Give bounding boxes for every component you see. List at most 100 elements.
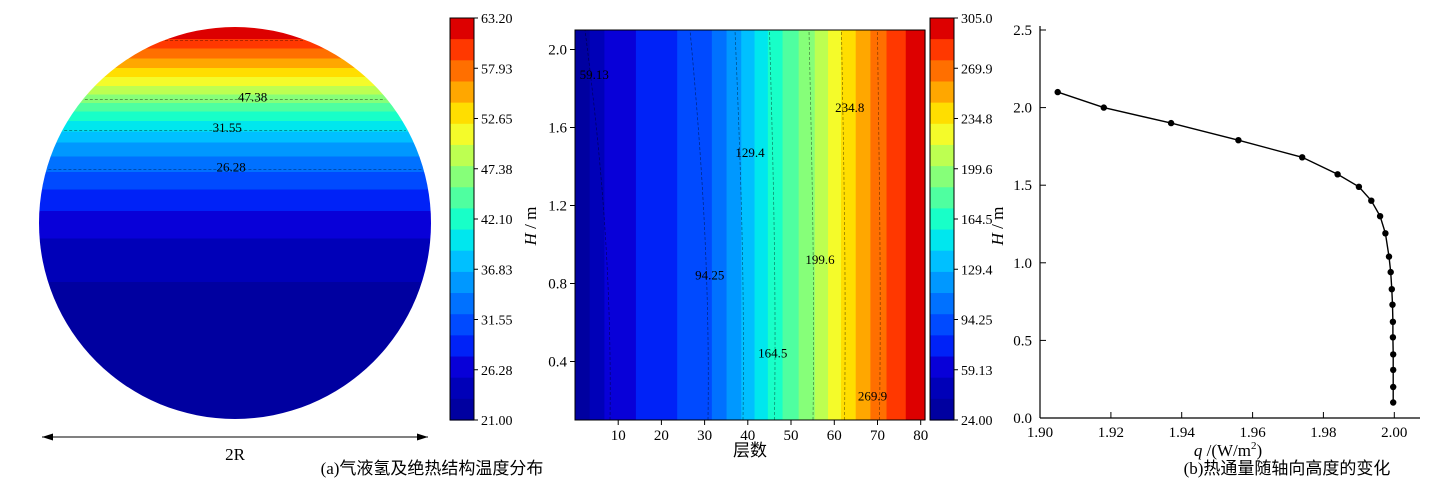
contour-label: 199.6 xyxy=(805,252,835,267)
contour-band xyxy=(886,30,907,420)
colorbar-band xyxy=(450,187,474,210)
panel-c-y-axis-label: H / m xyxy=(988,207,1007,247)
colorbar-tick-label: 63.20 xyxy=(481,12,513,27)
y-tick-label: 0.5 xyxy=(1013,333,1032,349)
contour-band xyxy=(711,30,728,420)
colorbar-tick-label: 24.00 xyxy=(961,414,993,429)
data-point xyxy=(1355,183,1363,190)
contour-label: 129.4 xyxy=(735,145,765,160)
colorbar-band xyxy=(930,39,954,61)
data-point xyxy=(1390,366,1397,374)
colorbar-tick-label: 47.38 xyxy=(481,163,513,178)
colorbar-band xyxy=(450,356,474,379)
data-point xyxy=(1299,154,1306,161)
contour-label: 164.5 xyxy=(758,346,787,361)
colorbar-tick-label: 305.0 xyxy=(961,12,993,27)
contour-band xyxy=(726,30,742,420)
x-axis-unit: /(W/m xyxy=(1202,441,1251,460)
data-point xyxy=(1334,171,1341,178)
colorbar-band xyxy=(930,314,954,336)
colorbar-band xyxy=(930,144,954,167)
colorbar-tick-label: 31.55 xyxy=(481,314,513,329)
diameter-annotation: 2R xyxy=(42,433,428,464)
contour-label: 26.28 xyxy=(216,159,245,174)
x-tick-label: 2.00 xyxy=(1381,425,1407,441)
contour-band xyxy=(870,30,888,420)
caption-a: (a)气液氢及绝热结构温度分布 xyxy=(321,459,544,478)
colorbar-b: 305.0 269.9 234.8 199.6 164.5 129.4 94.25 59.13… xyxy=(929,12,993,429)
contour-line xyxy=(808,29,814,421)
colorbar-band xyxy=(930,377,954,400)
colorbar-band xyxy=(930,229,954,252)
colorbar-band xyxy=(450,335,474,358)
x-tick-label: 1.92 xyxy=(1098,425,1124,441)
contour-band xyxy=(767,30,784,420)
colorbar-band xyxy=(930,293,954,315)
y-tick-label: 2.0 xyxy=(1013,101,1032,117)
contour-line xyxy=(841,29,846,421)
contour-label: 31.55 xyxy=(213,120,242,135)
contour-line xyxy=(584,29,611,421)
colorbar-band xyxy=(450,60,474,83)
colorbar-band xyxy=(450,208,474,231)
colorbar-band xyxy=(930,271,954,294)
y-axis-unit: / m xyxy=(988,207,1007,233)
contour-band xyxy=(741,30,756,420)
colorbar-band xyxy=(450,18,474,40)
contour-label: 47.38 xyxy=(238,90,267,105)
y-tick-label: 2.5 xyxy=(1013,23,1032,39)
panel-b-y-axis-label: H / m xyxy=(521,207,540,247)
y-tick-label: 0.4 xyxy=(548,355,567,371)
x-tick-label: 1.94 xyxy=(1169,425,1196,441)
x-axis-unit-superscript: 2 xyxy=(1251,440,1257,452)
contour-band xyxy=(754,30,769,420)
y-axis-variable: H xyxy=(521,231,540,246)
x-axis-unit-close: ) xyxy=(1256,441,1262,460)
panel-c-x-axis-label: q /(W/m2) xyxy=(1194,440,1262,460)
data-point xyxy=(1054,88,1061,96)
contour-band xyxy=(604,30,637,420)
contour-band xyxy=(798,30,816,420)
colorbar-band xyxy=(930,81,954,104)
data-point xyxy=(1385,253,1393,260)
contour-band xyxy=(677,30,713,420)
colorbar-band xyxy=(450,398,474,421)
y-tick-label: 1.0 xyxy=(1013,256,1032,272)
colorbar-a: 63.20 57.93 52.65 47.38 42.10 36.83 31.55 26.28… xyxy=(449,12,513,429)
contour-band xyxy=(828,30,842,420)
colorbar-tick-label: 59.13 xyxy=(961,364,993,379)
colorbar-band xyxy=(930,398,954,421)
arrowhead-right-icon xyxy=(417,433,428,441)
x-tick-label: 1.98 xyxy=(1310,425,1336,441)
data-point xyxy=(1388,286,1396,293)
data-point xyxy=(1389,318,1397,325)
arrowhead-left-icon xyxy=(42,433,53,441)
data-point xyxy=(1387,268,1394,276)
data-point xyxy=(1390,351,1397,358)
contour-band xyxy=(841,30,857,420)
panel-c-heat-flux-plot: 1.90 1.92 1.94 1.96 1.98 2.00 0.0 0.5 1.0 1.5 2.0 2… xyxy=(1013,23,1420,441)
contour-label: 269.9 xyxy=(858,389,887,404)
y-tick-label: 0.0 xyxy=(1013,411,1032,427)
x-tick-label: 70 xyxy=(870,428,885,444)
colorbar-band xyxy=(450,377,474,400)
colorbar-band xyxy=(450,102,474,125)
y-tick-label: 0.8 xyxy=(548,277,567,293)
data-point xyxy=(1376,213,1384,220)
colorbar-band xyxy=(930,208,954,231)
data-point xyxy=(1368,197,1375,204)
plot-frame xyxy=(574,29,926,421)
data-point xyxy=(1389,301,1396,308)
colorbar-band xyxy=(930,102,954,125)
colorbar-band xyxy=(930,187,954,210)
x-tick-label: 80 xyxy=(913,428,928,444)
series-line xyxy=(1057,91,1394,403)
contour-line xyxy=(769,29,776,421)
y-tick-label: 1.6 xyxy=(548,121,567,137)
y-tick-label: 1.5 xyxy=(1013,178,1032,194)
contour-band xyxy=(575,30,591,420)
colorbar-tick-label: 269.9 xyxy=(961,62,993,77)
contour-band xyxy=(782,30,800,420)
